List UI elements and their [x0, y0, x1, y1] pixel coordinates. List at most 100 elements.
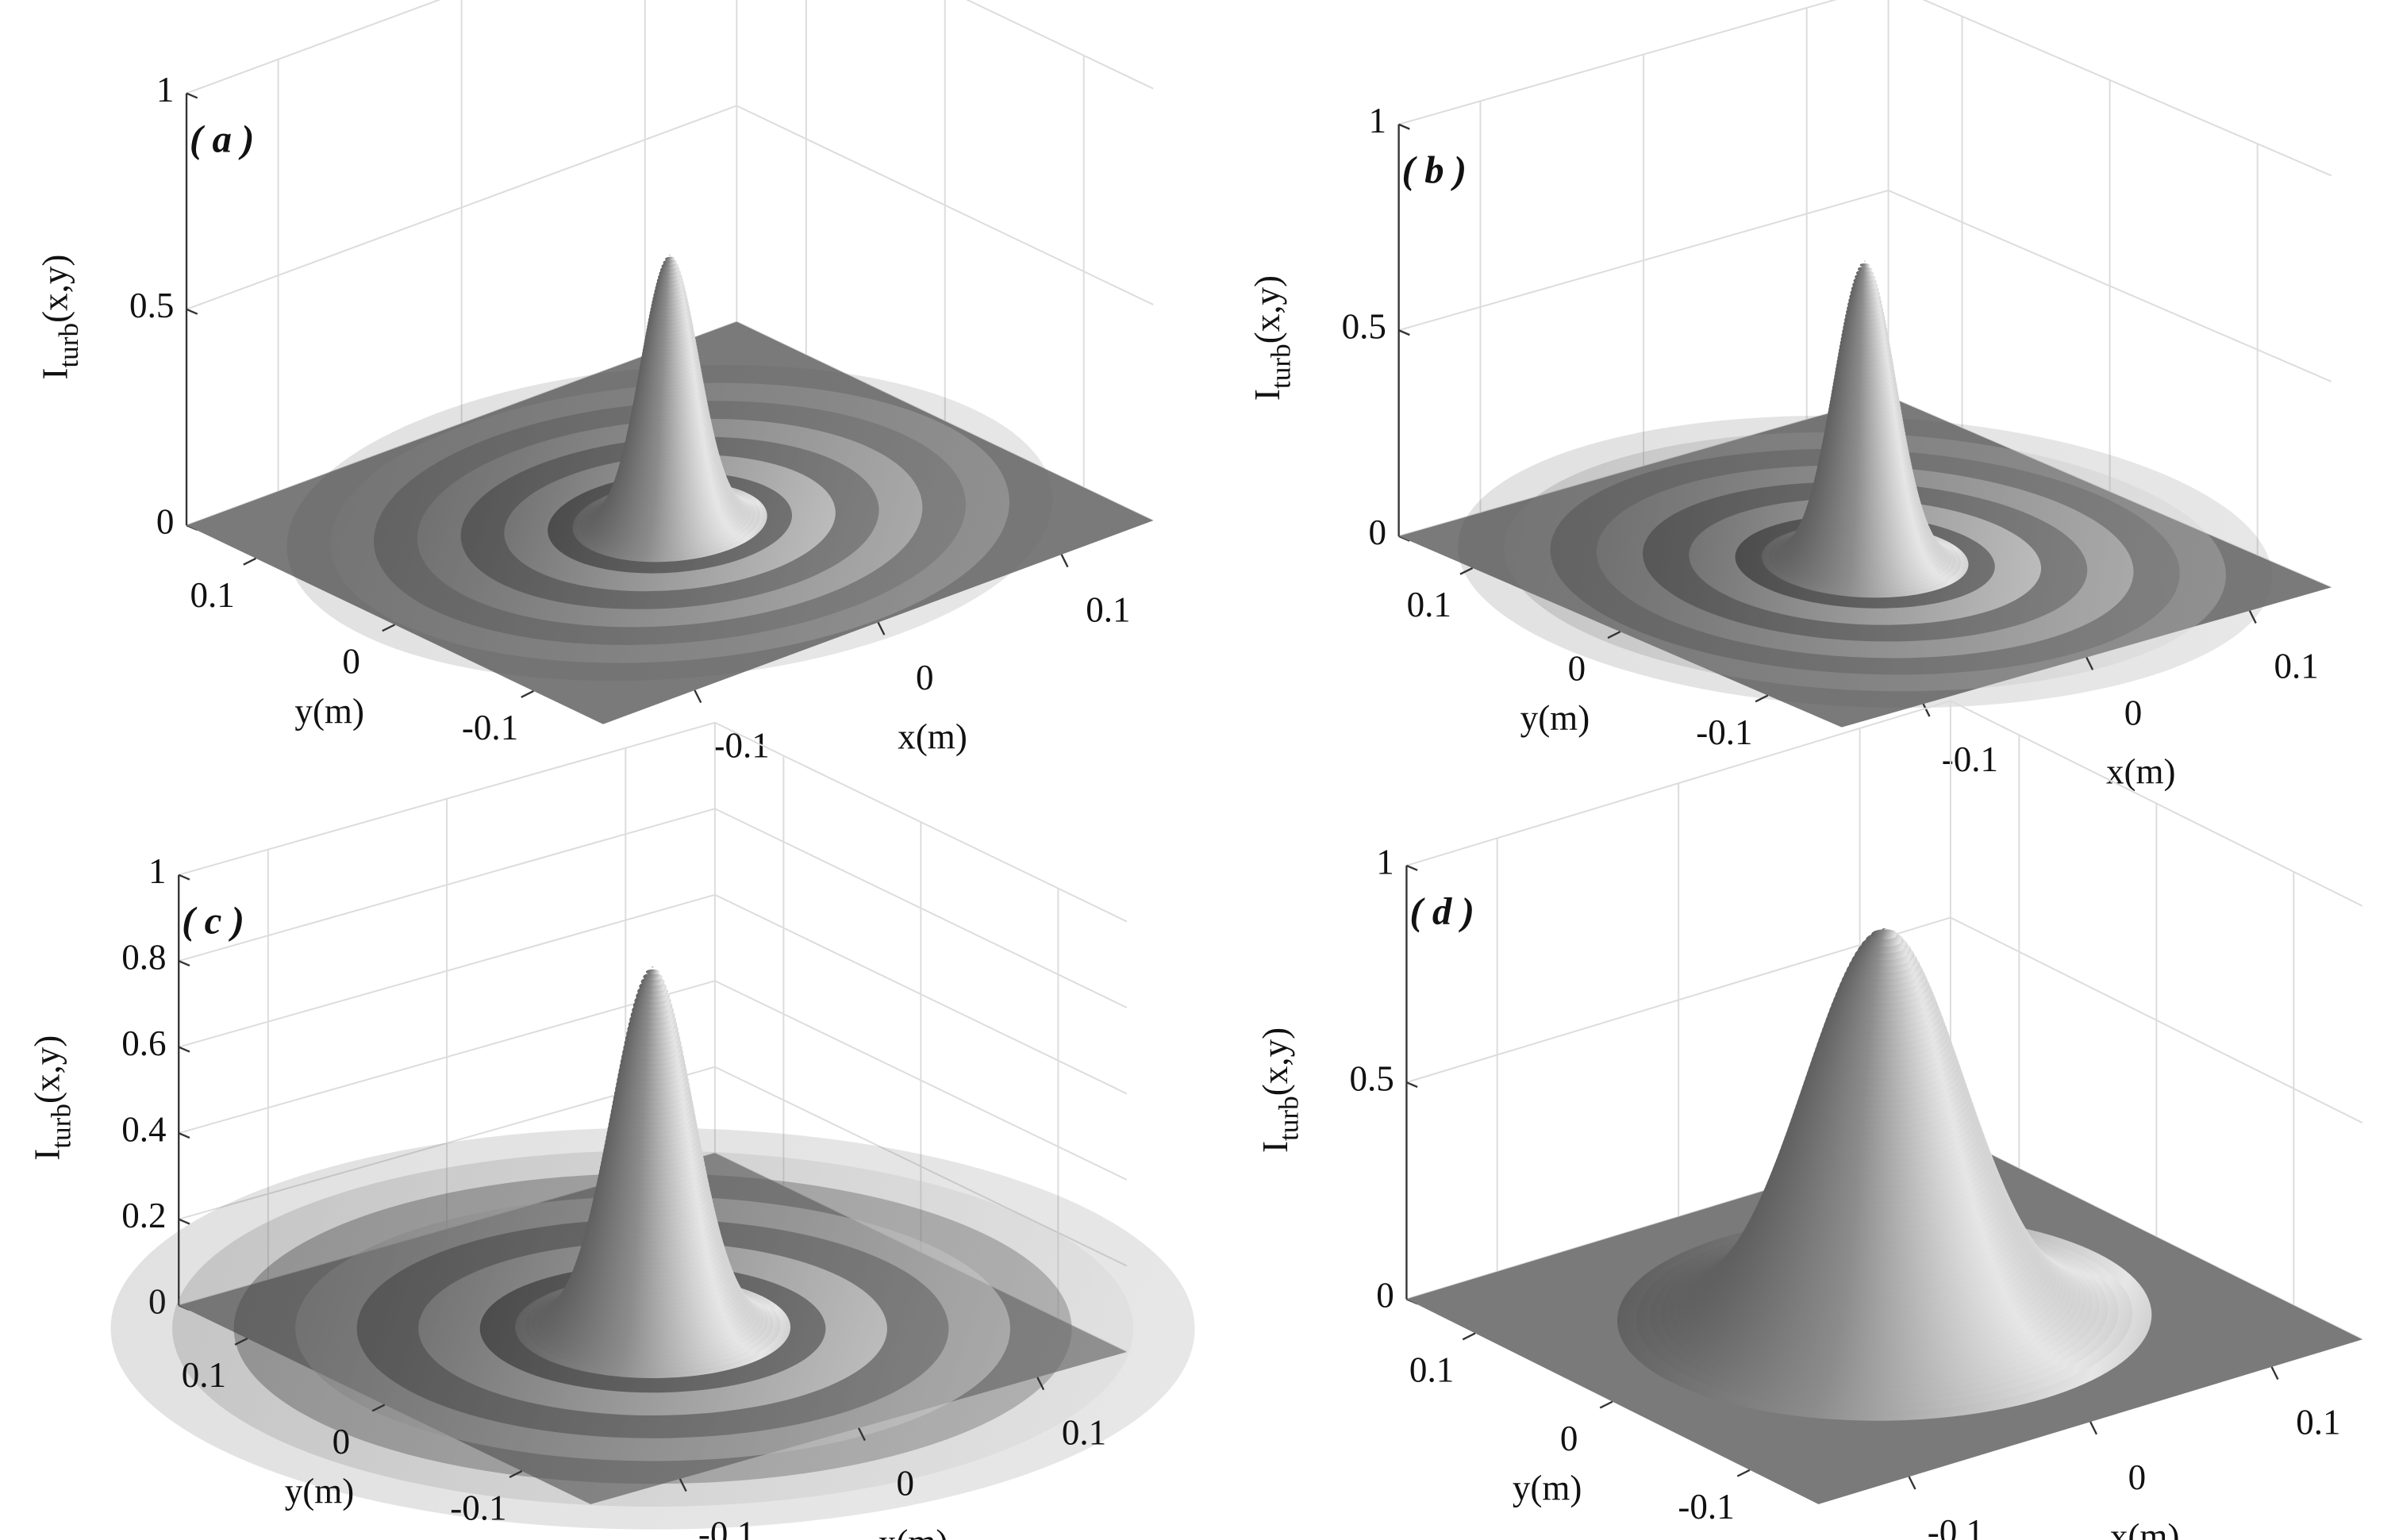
slice-disc: [652, 966, 655, 968]
panel-label: ( d ): [1409, 889, 1474, 933]
y-axis-label: y(m): [1513, 1469, 1582, 1508]
panel-label: ( a ): [190, 117, 255, 160]
y-tick-label: -0.1: [1678, 1487, 1734, 1527]
z-tick: [186, 92, 198, 99]
slice: [652, 966, 655, 968]
slice: [1855, 270, 1874, 277]
y-tick: [1607, 631, 1621, 639]
slice-disc: [1855, 270, 1874, 277]
x-tick-label: -0.1: [1928, 1512, 1984, 1540]
x-tick: [2086, 656, 2094, 670]
slice-disc: [1859, 263, 1870, 267]
x-tick-label: -0.1: [713, 726, 770, 766]
x-tick: [694, 689, 702, 704]
surface-panel: 00.51-0.100.1-0.100.1x(m)y(m)Iturb(x,y)(…: [1247, 0, 2332, 792]
z-tick: [186, 308, 198, 315]
y-tick-label: 0.1: [1409, 1350, 1454, 1390]
y-tick: [521, 689, 534, 698]
z-label-main: I: [1247, 389, 1287, 401]
slice-disc: [665, 256, 675, 261]
z-tick-label: 1: [1376, 842, 1394, 881]
slice: [663, 259, 677, 266]
z-axis-label: Iturb(x,y): [28, 1035, 76, 1161]
z-tick: [178, 960, 190, 967]
x-tick: [2089, 1421, 2098, 1435]
z-axis-label: Iturb(x,y): [36, 255, 84, 380]
x-tick-label: 0: [2124, 693, 2143, 732]
z-label-sub: turb: [45, 1104, 76, 1149]
z-grid-line: [178, 721, 1128, 923]
x-tick-label: 0: [897, 1464, 915, 1504]
x-tick: [1908, 1476, 1916, 1490]
z-axis-label: Iturb(x,y): [1255, 1027, 1304, 1153]
y-tick: [382, 624, 395, 632]
z-tick-label: 0.8: [121, 938, 166, 977]
z-label-tail: (x,y): [28, 1035, 67, 1104]
z-tick: [178, 874, 190, 881]
z-label-tail: (x,y): [1247, 275, 1287, 344]
z-tick-label: 1: [1368, 101, 1386, 140]
x-tick-label: 0.1: [2274, 647, 2318, 686]
x-tick: [2270, 1366, 2279, 1381]
slice-disc: [1864, 260, 1866, 262]
y-tick-label: -0.1: [1696, 712, 1752, 752]
surface: [1617, 927, 2152, 1421]
slice: [1859, 263, 1870, 267]
x-tick: [1036, 1377, 1045, 1391]
z-tick: [1405, 864, 1418, 871]
z-tick-label: 1: [148, 851, 167, 891]
z-label-sub: turb: [1274, 1096, 1305, 1141]
slice-disc: [1858, 267, 1873, 272]
z-tick-label: 0: [1376, 1276, 1394, 1315]
slice: [1864, 260, 1866, 262]
surface: [110, 966, 1195, 1530]
slice-disc: [645, 969, 660, 975]
z-tick: [1398, 329, 1410, 336]
z-tick-label: 0: [156, 501, 175, 541]
x-tick: [679, 1478, 687, 1492]
slice: [645, 969, 660, 975]
slice: [1870, 929, 1898, 940]
z-tick: [1398, 123, 1410, 130]
z-axis-label: Iturb(x,y): [1247, 275, 1296, 401]
y-tick-label: 0: [1568, 648, 1586, 688]
z-tick-label: 0.6: [121, 1023, 166, 1063]
slice-disc: [663, 259, 677, 266]
slice: [643, 973, 663, 981]
z-label-sub: turb: [53, 323, 84, 368]
z-tick: [1405, 1081, 1418, 1089]
slice-disc: [1870, 929, 1898, 940]
z-tick-label: 0.5: [1342, 307, 1386, 347]
z-tick-label: 0.2: [121, 1196, 166, 1235]
slice-disc: [643, 973, 663, 981]
y-tick: [1736, 1469, 1751, 1477]
x-axis-label: x(m): [898, 717, 967, 757]
x-tick: [2248, 610, 2257, 624]
surface-panel: 00.51-0.100.1-0.100.1x(m)y(m)Iturb(x,y)(…: [1255, 700, 2363, 1540]
z-label-sub: turb: [1266, 344, 1297, 389]
x-tick: [877, 621, 886, 636]
slice: [1882, 927, 1887, 931]
z-tick-label: 1: [156, 70, 175, 109]
z-label-main: I: [28, 1149, 67, 1161]
z-tick-label: 0.4: [121, 1110, 166, 1150]
y-axis-label: y(m): [1520, 698, 1590, 738]
slice: [1858, 267, 1873, 272]
slice-disc: [1882, 927, 1887, 931]
z-label-main: I: [1255, 1141, 1295, 1153]
y-tick: [1599, 1400, 1613, 1409]
y-tick-label: 0.1: [182, 1355, 226, 1395]
z-grid-line: [186, 0, 1154, 94]
z-label-tail: (x,y): [36, 255, 75, 323]
panel-label: ( c ): [182, 899, 244, 943]
y-tick: [1755, 694, 1769, 703]
y-tick: [234, 1337, 248, 1346]
y-tick: [243, 557, 257, 566]
z-tick-label: 0.5: [1349, 1058, 1394, 1098]
x-tick: [1922, 703, 1931, 717]
z-tick-label: 0.5: [129, 286, 174, 325]
y-tick-label: -0.1: [450, 1488, 506, 1527]
x-tick-label: 0: [916, 658, 934, 697]
y-tick-label: 0: [333, 1422, 351, 1461]
